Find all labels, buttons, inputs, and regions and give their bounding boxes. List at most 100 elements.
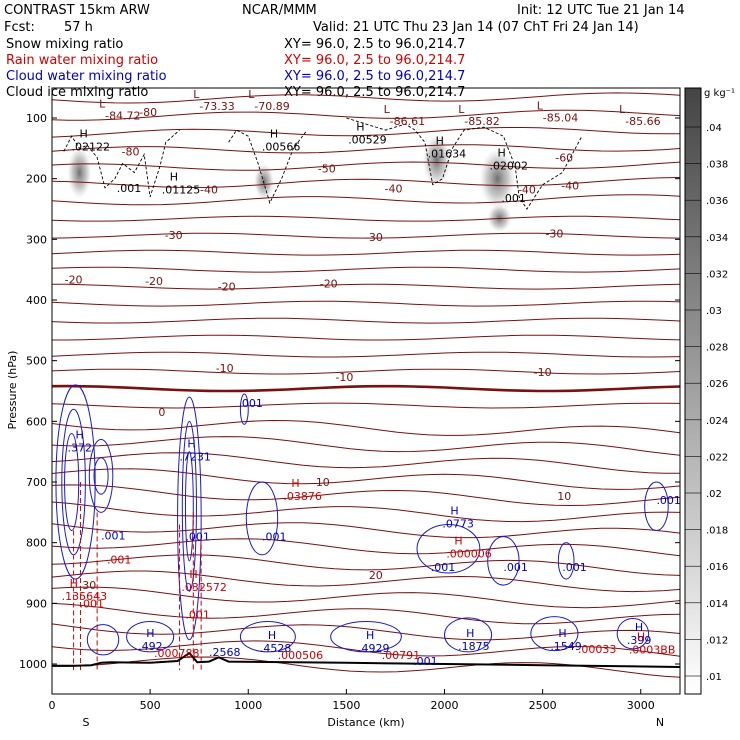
minimum-mark: L [384, 103, 391, 116]
extremum-mark: H [558, 627, 566, 640]
isotherm-line [52, 109, 680, 121]
extremum-value: .399 [627, 634, 652, 647]
y-tick-label: 100 [26, 112, 47, 125]
isotherm-label: -30 [545, 227, 563, 240]
y-tick-label: 1000 [19, 658, 47, 671]
y-tick-label: 400 [26, 294, 47, 307]
isotherm-line [52, 283, 680, 290]
isotherm-line [52, 266, 680, 273]
extremum-value: .4528 [260, 642, 292, 655]
extremum-value: .372 [68, 442, 93, 455]
colorbar-tick-label: .028 [706, 343, 728, 354]
isotherm-label: -50 [318, 162, 336, 175]
isotherm-label: -40 [518, 184, 536, 197]
y-tick-label: 700 [26, 476, 47, 489]
isotherm-label: 20 [369, 569, 383, 582]
minimum-value: -70.89 [254, 100, 289, 113]
contour-label: .00033 [578, 643, 617, 656]
colorbar: g kg⁻¹ .04 .038 .036 .034 .032 .03 .028 .026 .02… [684, 87, 735, 695]
extremum-value: .01634 [428, 147, 467, 160]
extremum-mark: H [497, 146, 505, 159]
chart-labels: -80 -80 -60 -50 -40 -40 -40 -40 -30 -30 -30 -20 -20 -… [62, 88, 681, 668]
isotherm-line [52, 127, 680, 138]
field-legend: Snow mixing ratio XY= 96.0, 2.5 to 96.0,2… [6, 37, 465, 100]
contour-label: .001 [101, 529, 126, 542]
plot-frame [51, 87, 681, 695]
minimum-value: -85.66 [625, 115, 660, 128]
contour-label: .001 [107, 554, 132, 567]
contour-label: .001 [185, 531, 210, 544]
snow-shade [479, 148, 516, 209]
snow-shade [67, 146, 92, 199]
colorbar-tick-label: .024 [706, 416, 728, 427]
isotherm-line [52, 317, 680, 324]
isotherm-line [52, 484, 680, 507]
extremum-mark: H [356, 120, 364, 133]
cloud-water-contour [330, 621, 402, 653]
isotherm-label: 0 [158, 406, 165, 419]
isotherm-line [52, 334, 680, 341]
isotherm-label: -10 [534, 366, 552, 379]
y-tick-label: 600 [26, 415, 47, 428]
minimum-value: -86.61 [390, 115, 425, 128]
y-tick-label: 900 [26, 597, 47, 610]
colorbar-tick-label: .038 [706, 160, 728, 171]
extremum-value: .7231 [179, 451, 211, 464]
y-axis-label: Pressure (hPa) [6, 351, 19, 430]
isotherm-label: -20 [320, 278, 338, 291]
field-xy: XY= 96.0, 2.5 to 96.0,214.7 [284, 69, 465, 84]
extremum-value: .492 [138, 640, 163, 653]
isotherm-label: -10 [216, 362, 234, 375]
contour-label: .001 [562, 561, 587, 574]
cloud-water-contours [55, 384, 669, 656]
minimum-mark: L [458, 103, 465, 116]
cloud-water-contour [93, 457, 109, 495]
extremum-mark: H [187, 438, 195, 451]
extremum-value: .02122 [71, 141, 110, 154]
extremum-value: .1549 [550, 640, 582, 653]
contour-label: .001 [117, 182, 142, 195]
contour-label: .001 [185, 608, 210, 621]
minimum-value: -84.72 [105, 110, 140, 123]
extremum-mark: H [170, 171, 178, 184]
org-label: NCAR/MMM [242, 3, 317, 18]
extremum-value: .0003BB [629, 644, 676, 657]
y-tick-label: 200 [26, 173, 47, 186]
isotherm-label: -30 [365, 231, 383, 244]
extremum-value: .135643 [62, 590, 108, 603]
extremum-value: .03876 [283, 490, 322, 503]
field-name: Snow mixing ratio [6, 37, 123, 52]
cloud-water-contour [86, 624, 120, 656]
isotherm-line [52, 161, 680, 171]
field-xy: XY= 96.0, 2.5 to 96.0,214.7 [284, 85, 465, 100]
colorbar-tick-label: .014 [706, 599, 728, 610]
isotherm-label: -20 [145, 275, 163, 288]
field-xy: XY= 96.0, 2.5 to 96.0,214.7 [284, 53, 465, 68]
y-tick-label: 500 [26, 355, 47, 368]
extremum-value: .02002 [489, 159, 528, 172]
isotherm-line [52, 538, 680, 557]
extremum-mark: H [189, 568, 197, 581]
isotherm-label: -20 [65, 273, 83, 286]
cloud-water-contour [88, 439, 114, 513]
isotherm-line [52, 436, 680, 456]
isotherm-line [52, 351, 680, 358]
cloud-water-contour [644, 481, 669, 532]
cloud-water-contour [557, 542, 575, 580]
minimum-value: -85.04 [543, 111, 578, 124]
isotherm-line [52, 144, 680, 154]
isotherm-line [52, 232, 680, 239]
y-tick-label: 300 [26, 233, 47, 246]
isotherm-label: -10 [335, 371, 353, 384]
isotherm-label: -20 [218, 281, 236, 294]
isotherm-line [52, 368, 680, 375]
isotherm-line [52, 602, 680, 625]
contour-label: .001 [656, 494, 681, 507]
minimum-value: -73.33 [199, 100, 234, 113]
y-tick-label: 800 [26, 537, 47, 550]
isotherm-label: 10 [557, 490, 571, 503]
cloud-water-contour [487, 536, 520, 586]
isotherm-label: -30 [165, 229, 183, 242]
isotherm-line [52, 194, 680, 206]
isotherm-label: 10 [316, 476, 330, 489]
